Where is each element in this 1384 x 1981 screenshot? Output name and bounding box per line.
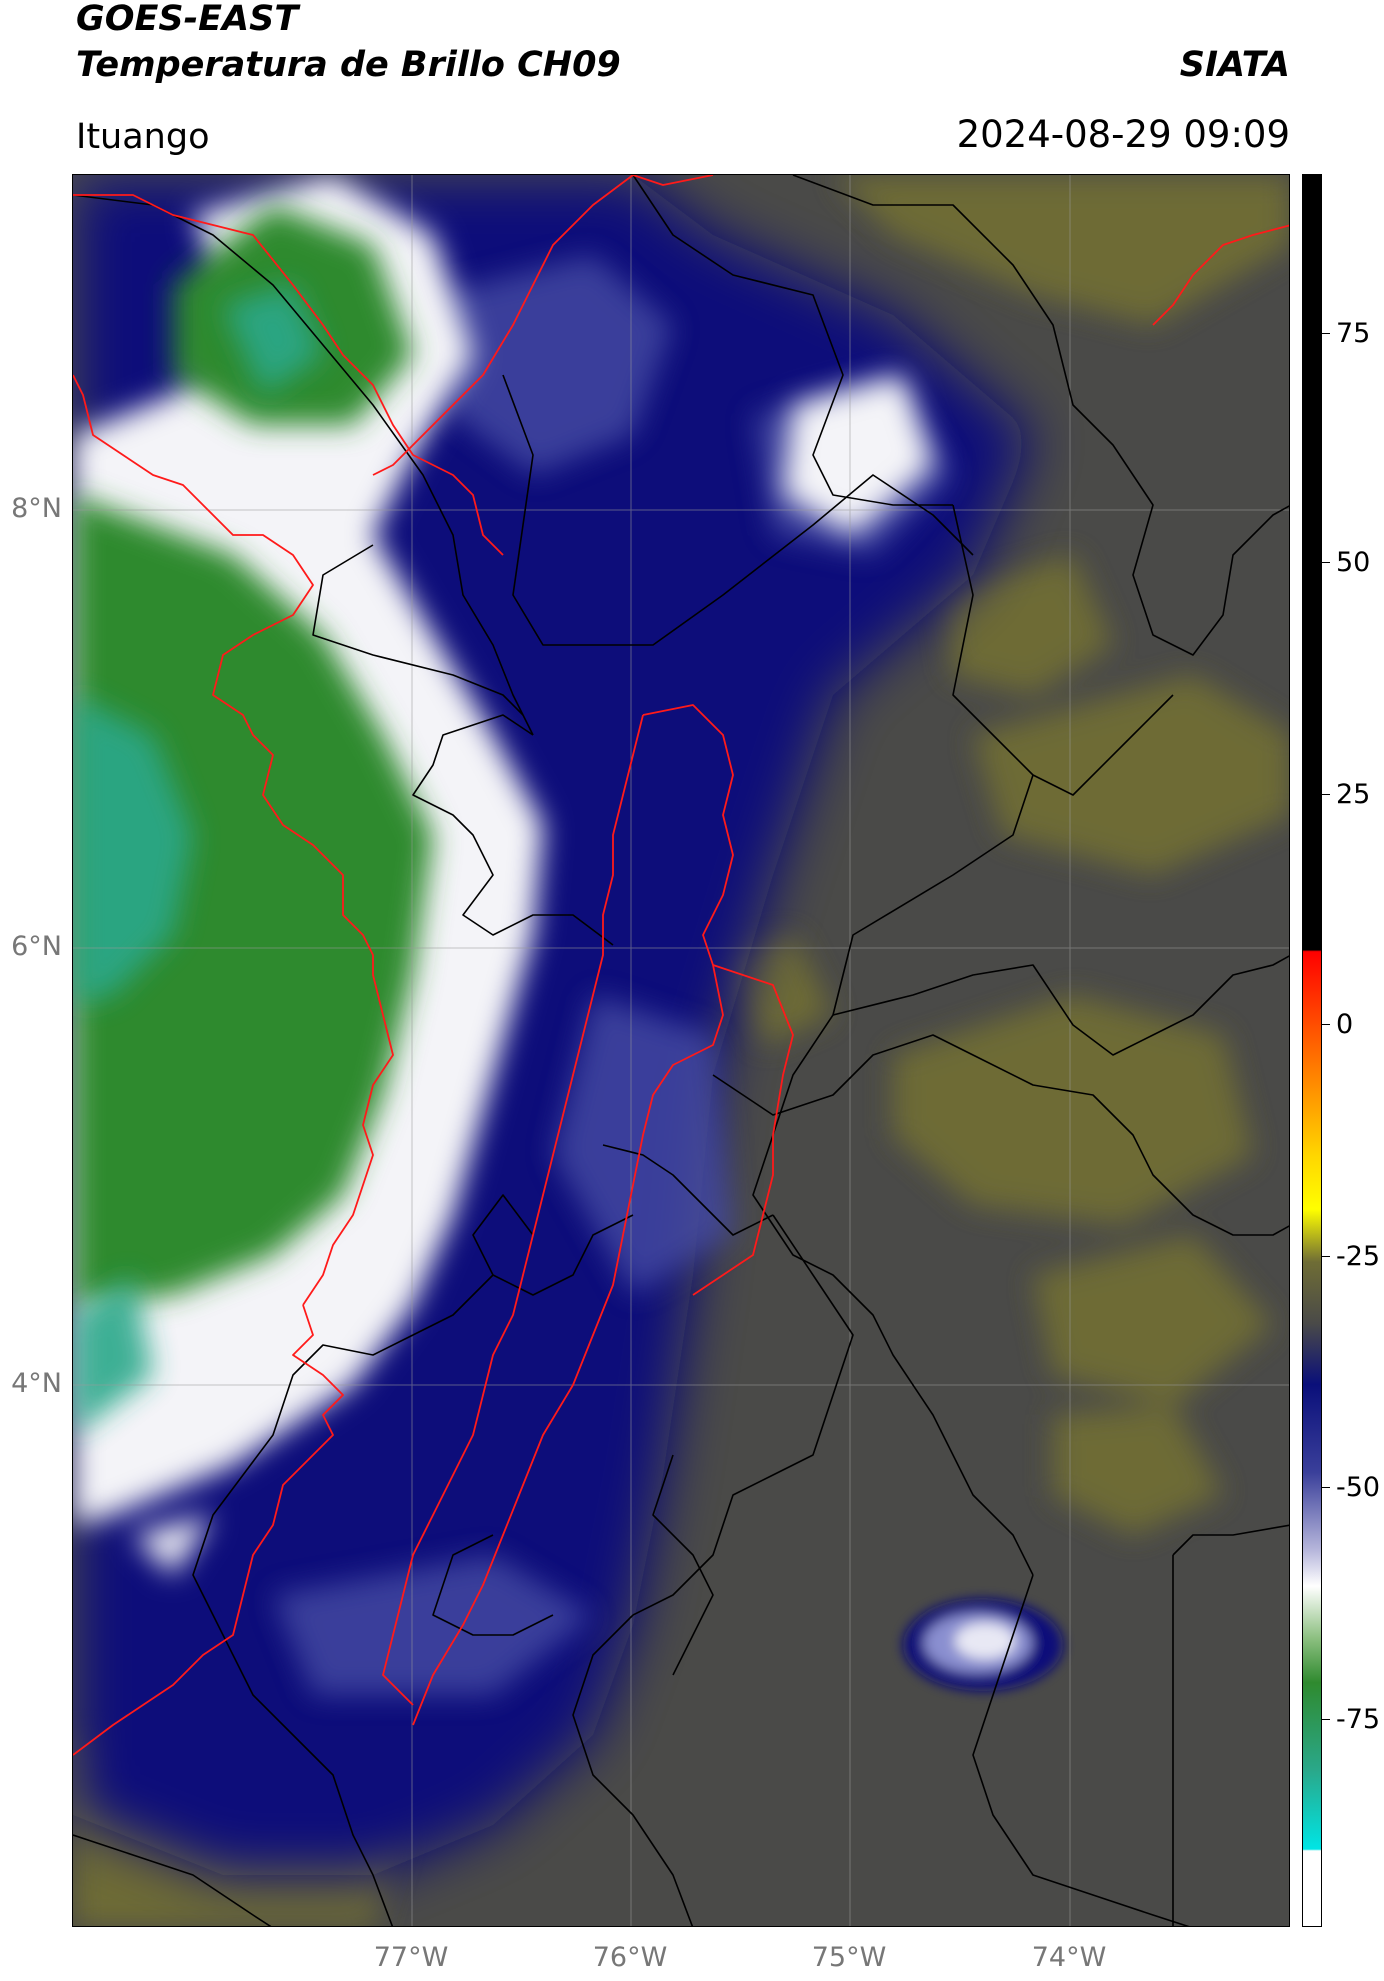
colorbar-label-0: 0 bbox=[1336, 1009, 1354, 1040]
brand-label: SIATA bbox=[1179, 45, 1290, 85]
satellite-map[interactable] bbox=[72, 174, 1290, 1927]
location-label: Ituango bbox=[76, 117, 210, 157]
lon-label-77w: 77°W bbox=[373, 1942, 449, 1973]
colorbar-label-minus75: -75 bbox=[1336, 1704, 1381, 1735]
datetime-label: 2024-08-29 09:09 bbox=[956, 113, 1290, 156]
department-boundaries bbox=[73, 175, 1289, 1926]
colorbar-tick bbox=[1322, 1487, 1330, 1488]
colorbar-gradient bbox=[1303, 175, 1321, 1926]
lat-label-6n: 6°N bbox=[11, 931, 62, 962]
lon-label-75w: 75°W bbox=[811, 1942, 887, 1973]
colorbar-tick bbox=[1322, 1024, 1330, 1025]
gridlines bbox=[73, 175, 1289, 1926]
colorbar-tick bbox=[1322, 794, 1330, 795]
colorbar-tick bbox=[1322, 1719, 1330, 1720]
title-product: Temperatura de Brillo CH09 bbox=[76, 45, 621, 85]
cold-cell-southeast bbox=[903, 1599, 1063, 1691]
colorbar-label-minus25: -25 bbox=[1336, 1241, 1381, 1272]
colorbar-label-50: 50 bbox=[1336, 547, 1371, 578]
colorbar-tick bbox=[1322, 1256, 1330, 1257]
red-boundaries bbox=[73, 175, 1289, 1756]
colorbar-label-25: 25 bbox=[1336, 779, 1371, 810]
lat-label-4n: 4°N bbox=[11, 1368, 62, 1399]
lon-label-74w: 74°W bbox=[1031, 1942, 1107, 1973]
colorbar-label-minus50: -50 bbox=[1336, 1472, 1381, 1503]
blue-mid-band bbox=[273, 255, 953, 1695]
lat-label-8n: 8°N bbox=[11, 493, 62, 524]
colorbar-label-75: 75 bbox=[1336, 318, 1371, 349]
colorbar-tick bbox=[1322, 333, 1330, 334]
title-satellite: GOES-EAST bbox=[76, 0, 299, 39]
lon-label-76w: 76°W bbox=[592, 1942, 668, 1973]
colorbar-tick bbox=[1322, 562, 1330, 563]
teal-region bbox=[73, 285, 323, 1435]
colorbar bbox=[1302, 174, 1322, 1927]
